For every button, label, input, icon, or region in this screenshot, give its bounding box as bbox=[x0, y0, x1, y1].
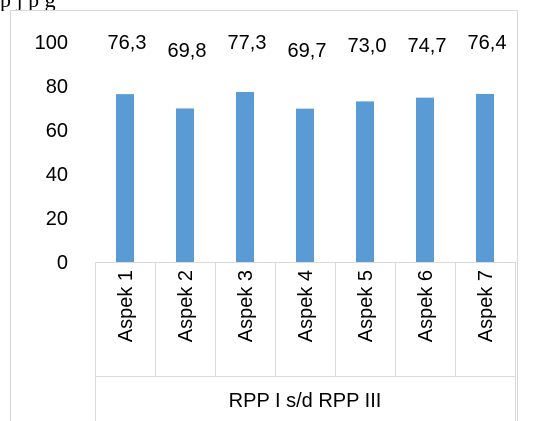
chart-bars bbox=[116, 91, 494, 263]
y-axis-ticks: 0 20 40 60 80 100 bbox=[35, 32, 68, 274]
bar bbox=[356, 101, 374, 263]
y-tick-label: 100 bbox=[35, 32, 68, 54]
y-tick-label: 0 bbox=[57, 252, 68, 274]
chart-axes bbox=[95, 262, 516, 421]
x-tick-label: Aspek 1 bbox=[115, 270, 137, 342]
x-tick-label: Aspek 4 bbox=[295, 270, 317, 342]
data-label: 69,8 bbox=[168, 40, 207, 62]
chart-data-labels: 76,3 69,8 77,3 69,7 73,0 74,7 76,4 bbox=[108, 32, 507, 62]
data-label: 76,4 bbox=[468, 32, 507, 54]
data-label: 69,7 bbox=[288, 40, 327, 62]
bar bbox=[176, 108, 194, 262]
x-axis-title: RPP I s/d RPP III bbox=[229, 390, 382, 412]
x-axis-ticks: Aspek 1 Aspek 2 Aspek 3 Aspek 4 Aspek 5 Aspek… bbox=[115, 270, 497, 342]
data-label: 73,0 bbox=[348, 35, 387, 57]
x-tick-label: Aspek 3 bbox=[235, 270, 257, 342]
x-tick-label: Aspek 7 bbox=[475, 270, 497, 342]
chart-frame bbox=[10, 10, 518, 421]
cropped-document-text: p j p g bbox=[0, 0, 534, 11]
bar bbox=[296, 108, 314, 262]
y-tick-label: 60 bbox=[46, 120, 68, 142]
data-label: 77,3 bbox=[228, 32, 267, 54]
x-tick-label: Aspek 2 bbox=[175, 270, 197, 342]
bar bbox=[416, 97, 434, 262]
bar bbox=[236, 91, 254, 262]
x-tick-label: Aspek 6 bbox=[415, 270, 437, 342]
x-tick-label: Aspek 5 bbox=[355, 270, 377, 342]
y-tick-label: 20 bbox=[46, 208, 68, 230]
y-tick-label: 80 bbox=[46, 76, 68, 98]
data-label: 76,3 bbox=[108, 32, 147, 54]
data-label: 74,7 bbox=[408, 35, 447, 57]
y-tick-label: 40 bbox=[46, 164, 68, 186]
bar bbox=[116, 94, 134, 262]
bar bbox=[476, 93, 494, 262]
